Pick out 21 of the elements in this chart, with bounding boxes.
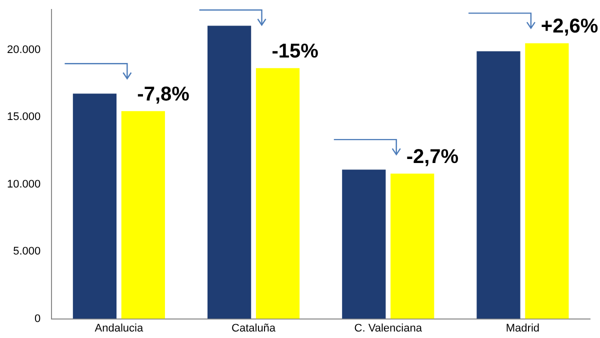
annotation: -7,8%	[137, 84, 190, 106]
bar	[342, 170, 386, 319]
bar	[525, 43, 569, 319]
annotation: +2,6%	[540, 16, 598, 38]
bar	[72, 94, 117, 319]
bar	[121, 111, 165, 319]
bar	[208, 26, 252, 319]
y-tick-label: 0	[34, 312, 41, 325]
y-tick-label: 5.000	[13, 246, 41, 258]
x-tick-label: Madrid	[506, 322, 540, 334]
x-tick-label: Andalucia	[94, 322, 144, 334]
x-tick-label: Cataluña	[232, 322, 276, 334]
y-tick-label: 10.000	[6, 178, 41, 190]
bar	[476, 51, 520, 319]
y-tick-label: 20.000	[6, 44, 41, 56]
annotation: -15%	[272, 40, 319, 63]
bar	[256, 68, 300, 319]
annotation: -2,7%	[406, 146, 459, 168]
x-tick-label: C. Valenciana	[354, 322, 423, 334]
bar	[390, 174, 434, 319]
y-tick-label: 15.000	[6, 111, 41, 124]
